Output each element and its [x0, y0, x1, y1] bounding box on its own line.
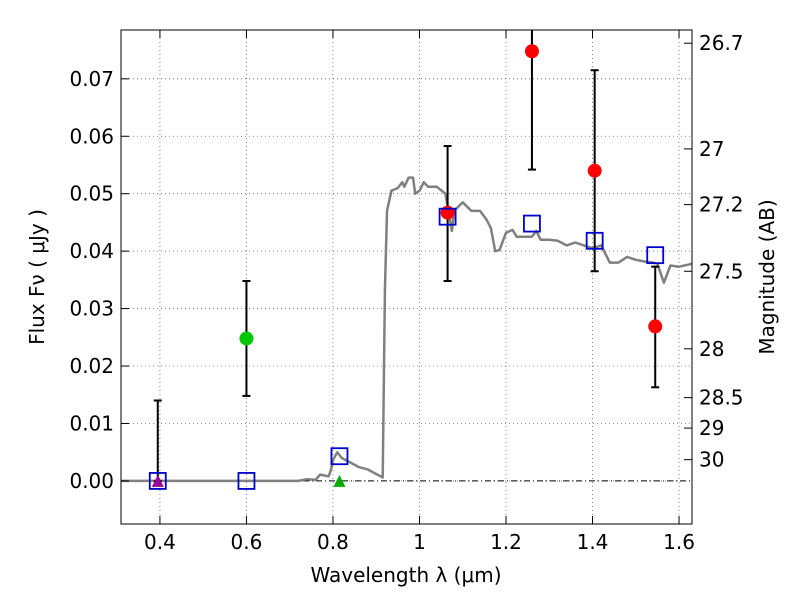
- y-tick-label: 0.03: [69, 297, 114, 321]
- y-tick-label: 0.00: [69, 469, 114, 493]
- detection-point: [524, 44, 539, 59]
- detection-point: [648, 319, 663, 334]
- marker-layer: [148, 44, 665, 490]
- model-photometry-square: [330, 447, 349, 466]
- detection-point: [440, 205, 455, 220]
- detection-point: [587, 163, 602, 178]
- tick-layer: [121, 30, 692, 524]
- model-line-layer: [121, 176, 693, 483]
- upper-limit-triangle: [151, 474, 164, 487]
- sed-model-line: [121, 176, 693, 483]
- grid-layer: [121, 30, 692, 524]
- right-tick-label: 27.2: [699, 193, 744, 217]
- right-tick-label: 26.7: [699, 31, 744, 55]
- y-tick-label: 0.05: [69, 182, 114, 206]
- plot-frame: [120, 29, 693, 525]
- y-tick-label: 0.06: [69, 124, 114, 148]
- y-tick-label: 0.02: [69, 354, 114, 378]
- x-tick-label: 0.4: [144, 530, 176, 554]
- x-tick-label: 1: [413, 530, 426, 554]
- tick-label-layer: 0.4 0.6 0.8 1 1.2 1.4 1.6 0.00 0.01 0.02 0.03 0.04 0…: [69, 31, 743, 554]
- upper-limit-triangle: [333, 474, 346, 487]
- model-photometry-square: [585, 231, 604, 250]
- model-photometry-square: [237, 472, 256, 490]
- right-tick-label: 30: [699, 448, 724, 472]
- right-tick-label: 28.5: [699, 386, 744, 410]
- y-tick-label: 0.04: [69, 239, 114, 263]
- model-photometry-square: [646, 246, 665, 265]
- x-tick-label: 1.6: [663, 530, 695, 554]
- y-tick-label: 0.07: [69, 67, 114, 91]
- model-photometry-square: [438, 207, 457, 226]
- right-tick-label: 29: [699, 416, 724, 440]
- x-tick-label: 1.2: [490, 530, 522, 554]
- y-tick-label: 0.01: [69, 411, 114, 435]
- right-axis-label: Magnitude (AB): [755, 199, 779, 354]
- x-tick-label: 1.4: [577, 530, 609, 554]
- y-axis-label: Flux Fν ( μJy ): [25, 209, 49, 345]
- right-tick-label: 27.5: [699, 259, 744, 283]
- x-tick-label: 0.8: [317, 530, 349, 554]
- green-detection-point: [239, 331, 254, 346]
- x-axis-label: Wavelength λ (μm): [310, 563, 501, 587]
- right-tick-label: 28: [699, 337, 724, 361]
- errorbar-layer: [153, 30, 660, 482]
- x-tick-label: 0.6: [231, 530, 263, 554]
- model-photometry-square: [523, 214, 541, 233]
- right-tick-label: 27: [699, 137, 724, 161]
- model-photometry-square: [148, 472, 167, 490]
